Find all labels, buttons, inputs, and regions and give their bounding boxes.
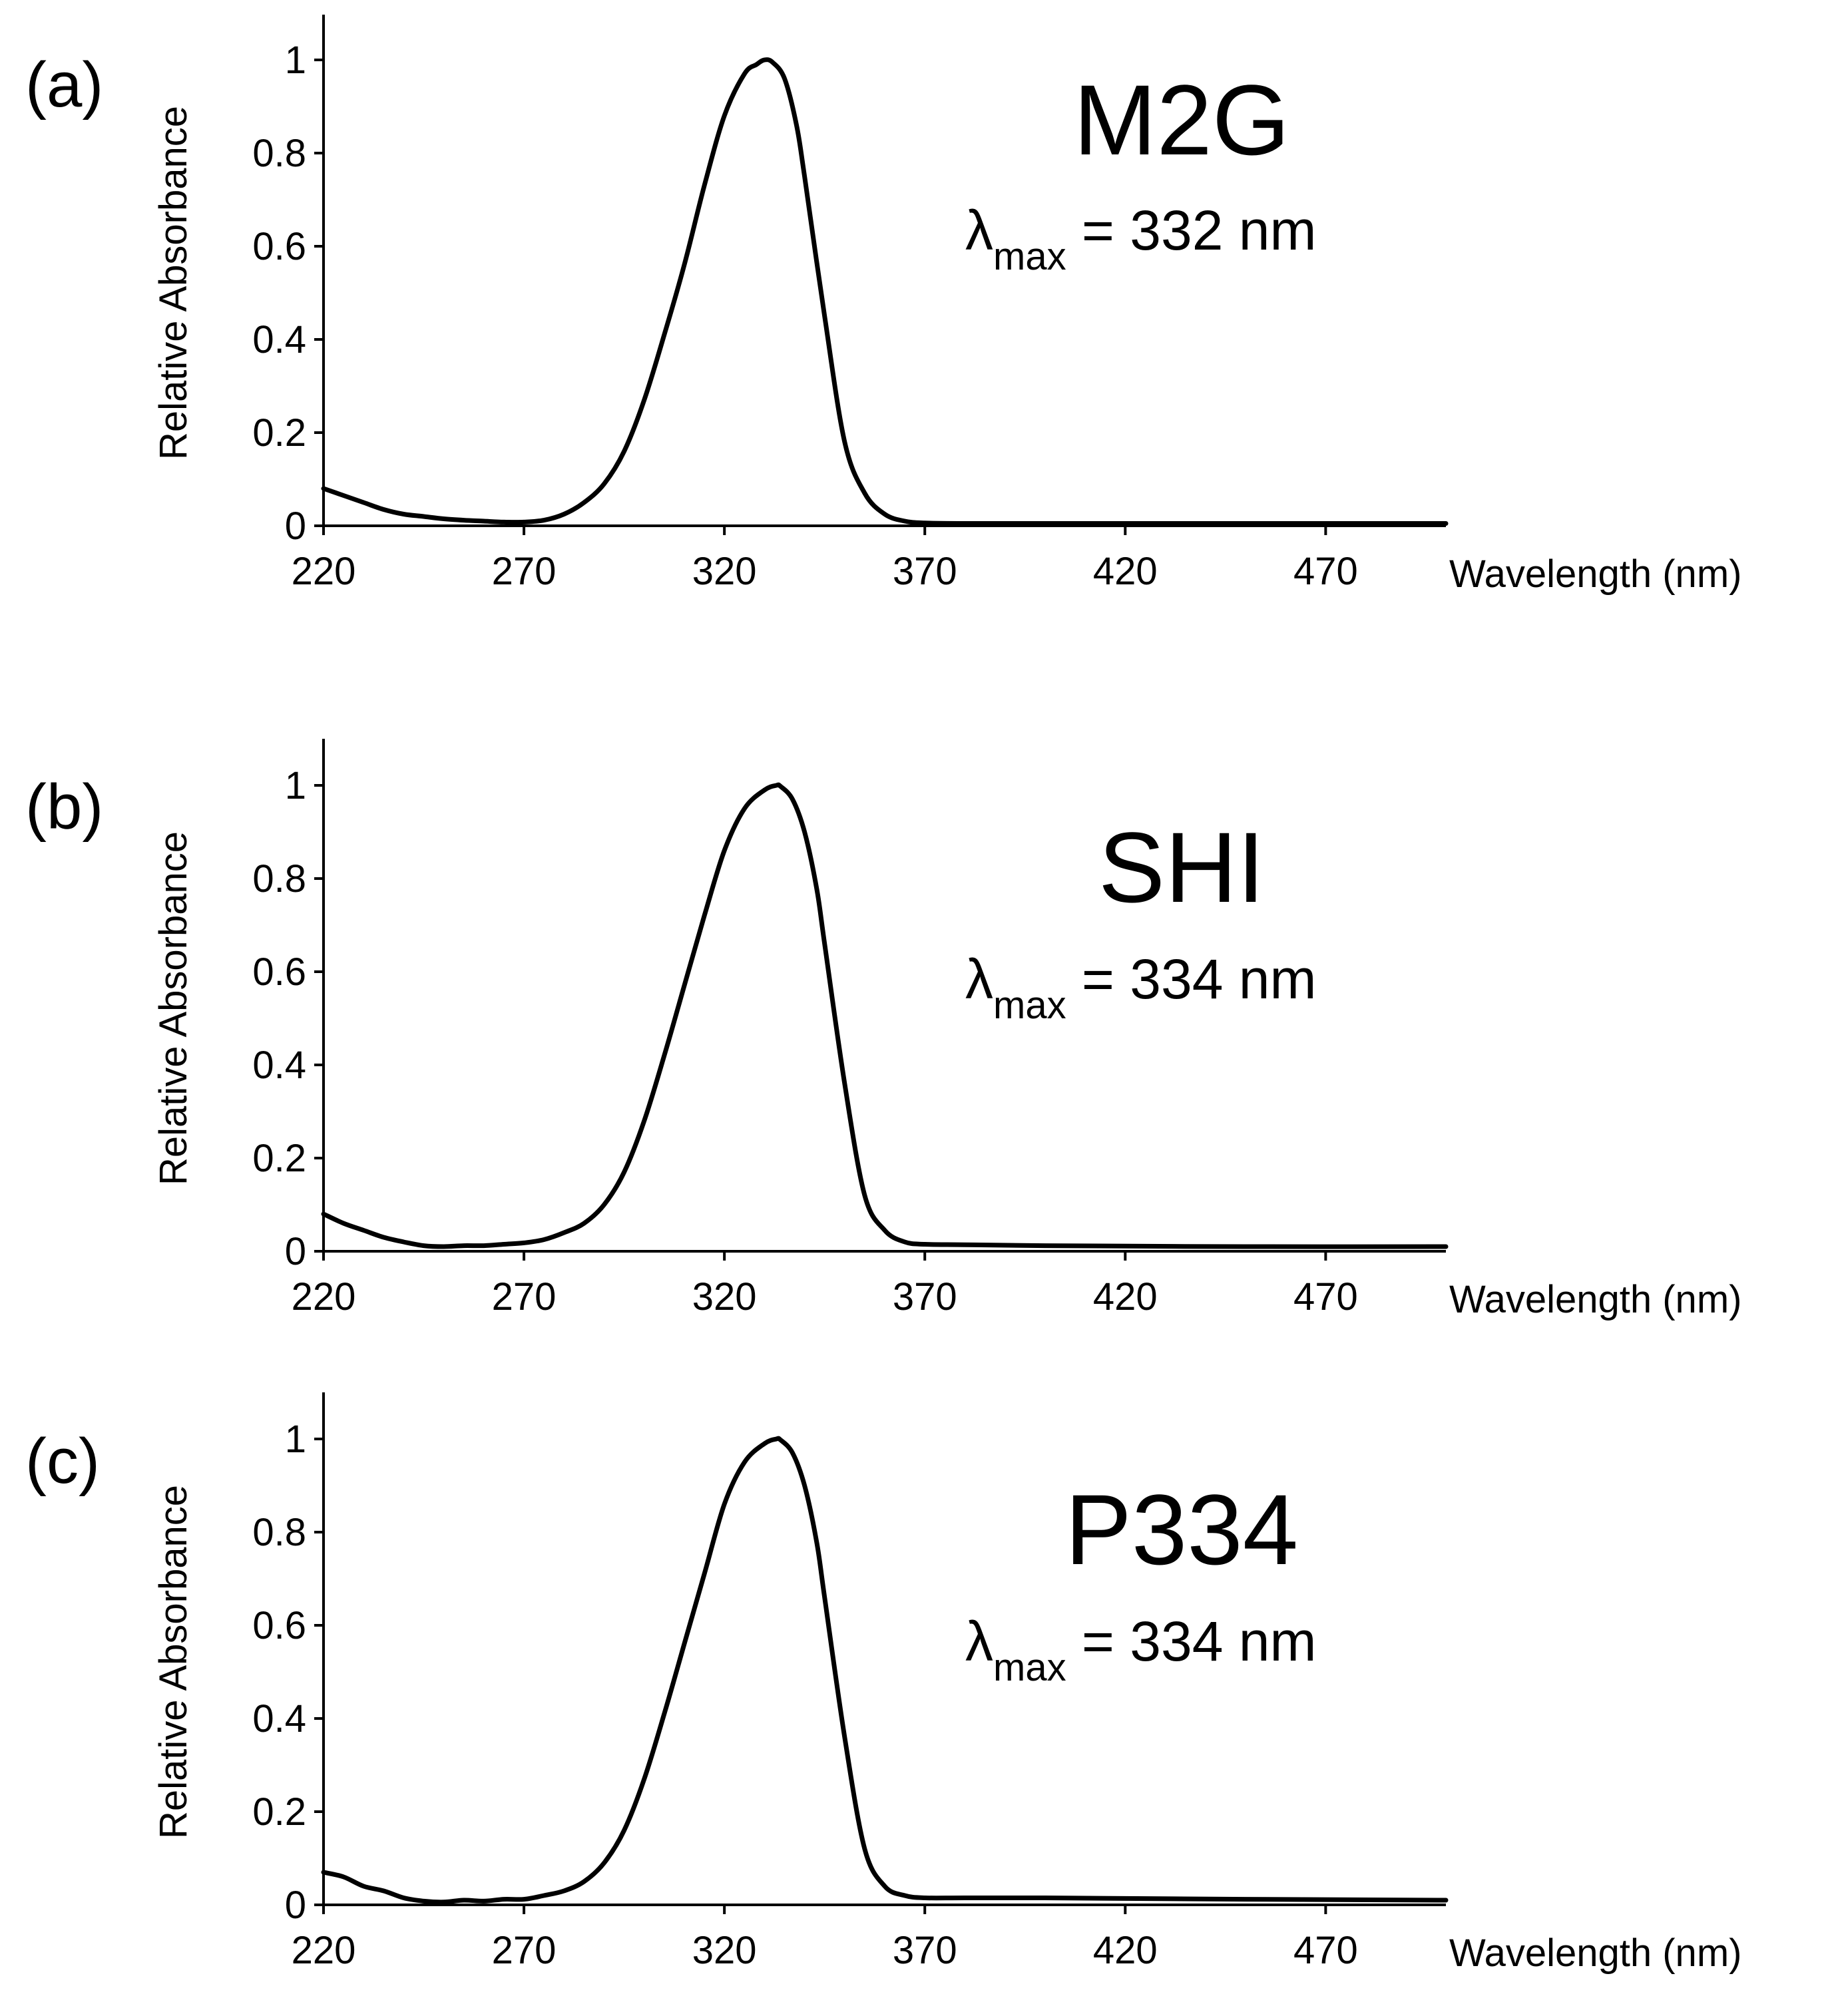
lambda-subscript: max — [993, 1646, 1066, 1689]
absorbance-curve-m2g — [321, 57, 1449, 526]
panel-letter: (a) — [25, 49, 103, 120]
panel-b: (b) 0 0.2 0.4 0.6 0.8 1 220 270 320 370 420 470 Wavel… — [25, 739, 1741, 1321]
x-tick-label: 320 — [692, 550, 757, 593]
x-tick-label: 420 — [1093, 1275, 1158, 1318]
y-tick-label: 0.2 — [252, 1790, 306, 1834]
y-tick-label: 0.6 — [252, 1604, 306, 1647]
x-axis-title: Wavelength (nm) — [1449, 1278, 1741, 1321]
lambda-subscript: max — [993, 235, 1066, 278]
y-tick-label: 0.2 — [252, 411, 306, 455]
x-tick-label: 220 — [292, 550, 356, 593]
compound-name: SHI — [1098, 811, 1265, 923]
compound-name: P334 — [1065, 1474, 1298, 1585]
y-tick-label: 1 — [285, 39, 306, 82]
x-tick-label: 420 — [1093, 1929, 1158, 1972]
y-axis-title: Relative Absorbance — [152, 1485, 195, 1839]
y-tick-label: 0.8 — [252, 1511, 306, 1554]
y-tick-label: 0.4 — [252, 1044, 306, 1087]
lambda-symbol: λ — [965, 199, 993, 262]
x-tick-label: 370 — [893, 1275, 957, 1318]
lambda-subscript: max — [993, 984, 1066, 1027]
x-tick-label: 370 — [893, 1929, 957, 1972]
panel-letter: (b) — [25, 771, 103, 843]
lambda-symbol: λ — [965, 948, 993, 1010]
lambda-max-annotation: λmax = 332 nm — [965, 199, 1317, 278]
lambda-value: = 332 nm — [1066, 199, 1317, 262]
x-tick-label: 270 — [492, 1275, 557, 1318]
x-tick-label: 470 — [1293, 1275, 1358, 1318]
x-axis-title: Wavelength (nm) — [1449, 1931, 1741, 1975]
lambda-max-annotation: λmax = 334 nm — [965, 948, 1317, 1027]
x-tick-label: 470 — [1293, 1929, 1358, 1972]
x-tick-label: 420 — [1093, 550, 1158, 593]
y-axis-title: Relative Absorbance — [152, 831, 195, 1185]
lambda-value: = 334 nm — [1066, 948, 1317, 1010]
y-tick-label: 0.8 — [252, 857, 306, 901]
absorbance-curve-p334 — [321, 1436, 1449, 1905]
absorbance-curve-shi — [321, 782, 1449, 1249]
x-tick-label: 270 — [492, 550, 557, 593]
panel-c: (c) 0 0.2 0.4 0.6 0.8 1 220 270 320 370 420 470 Wavel… — [25, 1392, 1741, 1975]
lambda-value: = 334 nm — [1066, 1610, 1317, 1673]
x-tick-label: 470 — [1293, 550, 1358, 593]
x-tick-label: 270 — [492, 1929, 557, 1972]
y-tick-label: 0.6 — [252, 225, 306, 268]
y-tick-label: 1 — [285, 1418, 306, 1461]
panel-letter: (c) — [25, 1426, 100, 1497]
compound-name: M2G — [1073, 64, 1289, 176]
x-axis-title: Wavelength (nm) — [1449, 552, 1741, 596]
y-tick-label: 0 — [285, 1230, 306, 1273]
y-tick-label: 0.8 — [252, 132, 306, 175]
lambda-symbol: λ — [965, 1610, 993, 1673]
y-tick-label: 0.2 — [252, 1137, 306, 1180]
x-tick-label: 320 — [692, 1275, 757, 1318]
y-tick-label: 1 — [285, 764, 306, 807]
x-tick-label: 320 — [692, 1929, 757, 1972]
x-tick-label: 220 — [292, 1929, 356, 1972]
y-axis-title: Relative Absorbance — [152, 106, 195, 460]
x-tick-label: 370 — [893, 550, 957, 593]
y-tick-label: 0.4 — [252, 1697, 306, 1740]
lambda-max-annotation: λmax = 334 nm — [965, 1610, 1317, 1689]
x-tick-label: 220 — [292, 1275, 356, 1318]
y-tick-label: 0 — [285, 504, 306, 548]
y-tick-label: 0 — [285, 1884, 306, 1927]
y-tick-label: 0.6 — [252, 950, 306, 994]
panel-a: (a) 0 0.2 0.4 0.6 0.8 1 220 270 320 370 420 470 Wavel… — [25, 15, 1741, 596]
y-tick-label: 0.4 — [252, 318, 306, 361]
